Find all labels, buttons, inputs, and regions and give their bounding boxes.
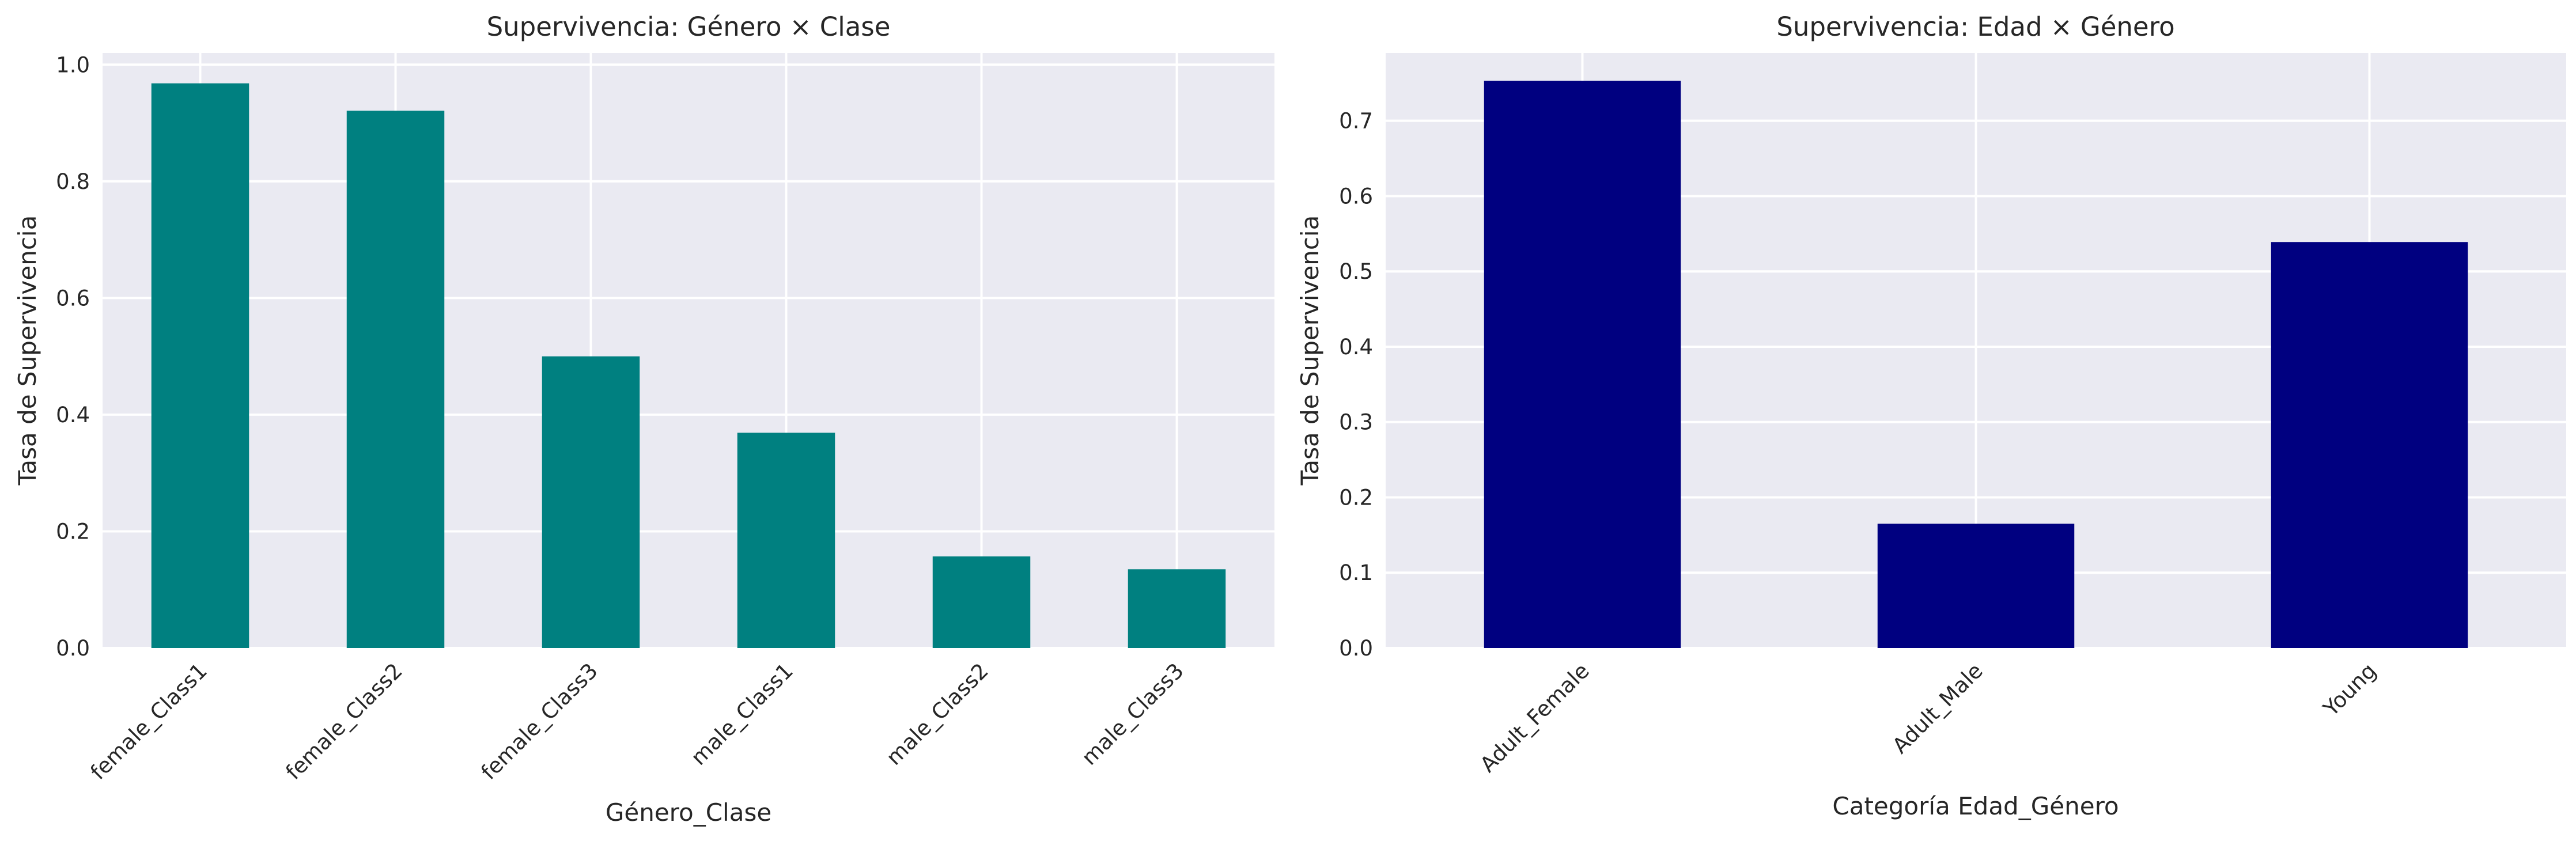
y-tick-label: 0.2 <box>1339 485 1373 510</box>
x-tick-label: male_Class1 <box>686 658 798 770</box>
bar-male-class3 <box>1128 569 1226 648</box>
y-tick-label: 0.4 <box>56 403 90 427</box>
chart-title: Supervivencia: Género × Clase <box>487 12 891 42</box>
y-tick-label: 0.6 <box>1339 184 1373 209</box>
bar-male-class2 <box>932 556 1031 648</box>
y-axis-label: Tasa de Supervivencia <box>1296 215 1324 486</box>
y-tick-label: 0.1 <box>1339 560 1373 585</box>
bars <box>1484 81 2468 649</box>
bar-young <box>2271 242 2468 649</box>
bar-female-class3 <box>542 356 640 648</box>
y-tick-label: 0.0 <box>56 636 90 661</box>
y-tick-label: 1.0 <box>56 52 90 77</box>
x-tick-label: male_Class3 <box>1077 658 1189 770</box>
y-tick-label: 0.4 <box>1339 335 1373 359</box>
y-tick-label: 0.6 <box>56 286 90 310</box>
bar-female-class2 <box>346 111 445 648</box>
x-tick-label: Adult_Female <box>1476 658 1594 777</box>
x-tick-label: female_Class3 <box>476 658 603 785</box>
y-tick-label: 0.7 <box>1339 109 1373 134</box>
bar-male-class1 <box>737 433 835 648</box>
y-tick-label: 0.2 <box>56 519 90 544</box>
chart-gender-class: 0.00.20.40.60.81.0 female_Class1 female_C… <box>13 12 1274 827</box>
plot-area <box>103 53 1274 648</box>
x-tick-label: Adult_Male <box>1887 658 1988 759</box>
x-tick-label: female_Class1 <box>86 658 212 785</box>
x-tick-label: female_Class2 <box>281 658 407 785</box>
x-axis-label: Categoría Edad_Género <box>1832 792 2119 820</box>
bar-female-class1 <box>151 83 249 649</box>
bar-adult-female <box>1484 81 1681 649</box>
grid <box>103 53 1274 649</box>
x-tick-label: male_Class2 <box>882 658 993 770</box>
x-ticks: female_Class1 female_Class2 female_Class3 m… <box>86 658 1189 785</box>
y-tick-label: 0.8 <box>56 169 90 194</box>
x-axis-label: Género_Clase <box>606 798 771 827</box>
y-tick-label: 0.0 <box>1339 636 1373 661</box>
y-ticks: 0.0 0.2 0.4 0.6 0.8 1.0 <box>56 52 90 661</box>
x-tick-label: Young <box>2318 658 2381 721</box>
y-tick-label: 0.3 <box>1339 410 1373 435</box>
x-ticks: Adult_Female Adult_Male Young <box>1476 658 2381 777</box>
y-tick-label: 0.5 <box>1339 259 1373 284</box>
y-axis-label: Tasa de Supervivencia <box>13 215 41 486</box>
bar-adult-male <box>1877 524 2075 648</box>
chart-title: Supervivencia: Edad × Género <box>1776 12 2174 42</box>
chart-age-gender: 0.00.10.20.30.40.50.60.7 Adult_Female Adu… <box>1296 12 2566 820</box>
y-ticks: 0.0 0.1 0.2 0.3 0.4 0.5 0.6 0.7 <box>1339 109 1373 661</box>
bars <box>151 83 1226 649</box>
